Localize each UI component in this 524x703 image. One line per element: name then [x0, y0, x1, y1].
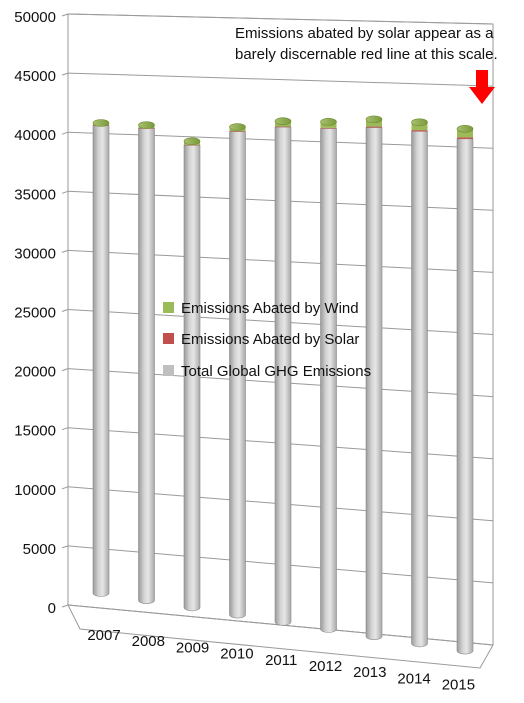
bar-top-cap	[138, 121, 155, 129]
bar-2010	[229, 123, 246, 619]
bar-2014	[411, 118, 428, 648]
y-tick-label: 45000	[14, 68, 56, 85]
red-arrow-icon	[469, 70, 495, 104]
bar-solar-segment	[320, 127, 337, 129]
legend-label-wind: Emissions Abated by Wind	[181, 300, 359, 317]
legend-label-total: Total Global GHG Emissions	[181, 363, 371, 380]
bar-total-emissions	[229, 131, 246, 619]
bar-solar-segment	[457, 137, 473, 139]
y-tick-label: 25000	[14, 305, 56, 322]
bar-wind-segment	[411, 122, 428, 131]
y-tick-label: 10000	[14, 482, 56, 499]
y-tick-label: 0	[48, 600, 56, 617]
legend-label-solar: Emissions Abated by Solar	[181, 331, 359, 348]
y-tick-mark	[61, 190, 69, 194]
x-tick-label: 2015	[442, 677, 475, 694]
bar-total-emissions	[411, 131, 428, 648]
y-tick-mark	[61, 131, 69, 135]
bar-2012	[320, 118, 337, 633]
x-tick-label: 2014	[397, 670, 430, 687]
bar-top-cap	[92, 119, 110, 127]
bar-solar-segment	[184, 144, 200, 146]
x-tick-label: 2013	[353, 664, 386, 681]
bar-solar-segment	[366, 126, 382, 128]
bar-2015	[456, 125, 474, 655]
y-tick-label: 15000	[14, 423, 56, 440]
annotation-line-1: Emissions abated by solar appear as a	[235, 25, 494, 42]
y-tick-label: 35000	[14, 186, 56, 203]
legend-swatch-solar	[163, 333, 174, 344]
bar-top-cap	[411, 118, 428, 127]
bar-top-cap	[229, 123, 246, 131]
y-tick-label: 50000	[14, 9, 56, 26]
bar-total-emissions	[456, 138, 474, 655]
y-tick-label: 20000	[14, 364, 56, 381]
y-tick-mark	[61, 486, 69, 490]
gridline	[67, 13, 494, 25]
bar-total-emissions	[92, 125, 110, 597]
y-tick-label: 30000	[14, 245, 56, 262]
bar-top-cap	[320, 118, 337, 126]
y-tick-mark	[61, 604, 69, 608]
y-tick-mark	[61, 427, 69, 431]
bar-solar-segment	[411, 130, 428, 132]
bar-2009	[183, 137, 201, 612]
bar-top-cap	[456, 125, 474, 133]
x-tick-label: 2011	[265, 652, 297, 669]
legend-swatch-total	[163, 365, 174, 376]
y-tick-label: 5000	[23, 541, 56, 558]
y-tick-mark	[61, 368, 69, 372]
x-tick-label: 2009	[176, 639, 209, 656]
x-tick-label: 2008	[132, 633, 165, 650]
bar-top-cap	[365, 115, 383, 124]
bar-wind-segment	[457, 128, 473, 138]
annotation: Emissions abated by solar appear as a ba…	[235, 25, 498, 104]
bar-top-cap	[183, 137, 201, 146]
x-tick-label: 2007	[87, 627, 120, 644]
x-tick-label: 2010	[220, 646, 253, 663]
y-tick-label: 40000	[14, 127, 56, 144]
bar-total-emissions	[365, 127, 383, 640]
y-tick-mark	[61, 249, 69, 253]
bar-total-emissions	[274, 126, 292, 626]
y-tick-mark	[61, 72, 69, 76]
bar-2007	[92, 119, 110, 597]
bar-solar-segment	[229, 131, 246, 132]
y-axis-ticks: 0 5000 10000 15000 20000 25000 30000 35000 40000…	[14, 9, 69, 617]
y-tick-mark	[61, 545, 69, 549]
legend: Emissions Abated by Wind Emissions Abate…	[163, 300, 371, 380]
bar-top-cap	[274, 117, 292, 126]
bar-2008	[138, 121, 155, 604]
x-tick-label: 2012	[309, 658, 342, 675]
y-tick-mark	[61, 309, 69, 312]
bar-2013	[365, 115, 383, 640]
bar-total-emissions	[138, 127, 155, 604]
bar-solar-segment	[275, 126, 291, 128]
y-tick-mark	[61, 13, 69, 17]
annotation-line-2: barely discernable red line at this scal…	[235, 46, 498, 63]
bar-2011	[274, 117, 292, 626]
legend-swatch-wind	[163, 302, 174, 313]
bar-total-emissions	[183, 144, 201, 612]
gridline	[67, 72, 494, 87]
bars	[92, 115, 474, 655]
x-axis-ticks: 2007 2008 2009 2010 2011 2012 2013 2014 2015	[87, 627, 475, 694]
bar-total-emissions	[320, 128, 337, 633]
